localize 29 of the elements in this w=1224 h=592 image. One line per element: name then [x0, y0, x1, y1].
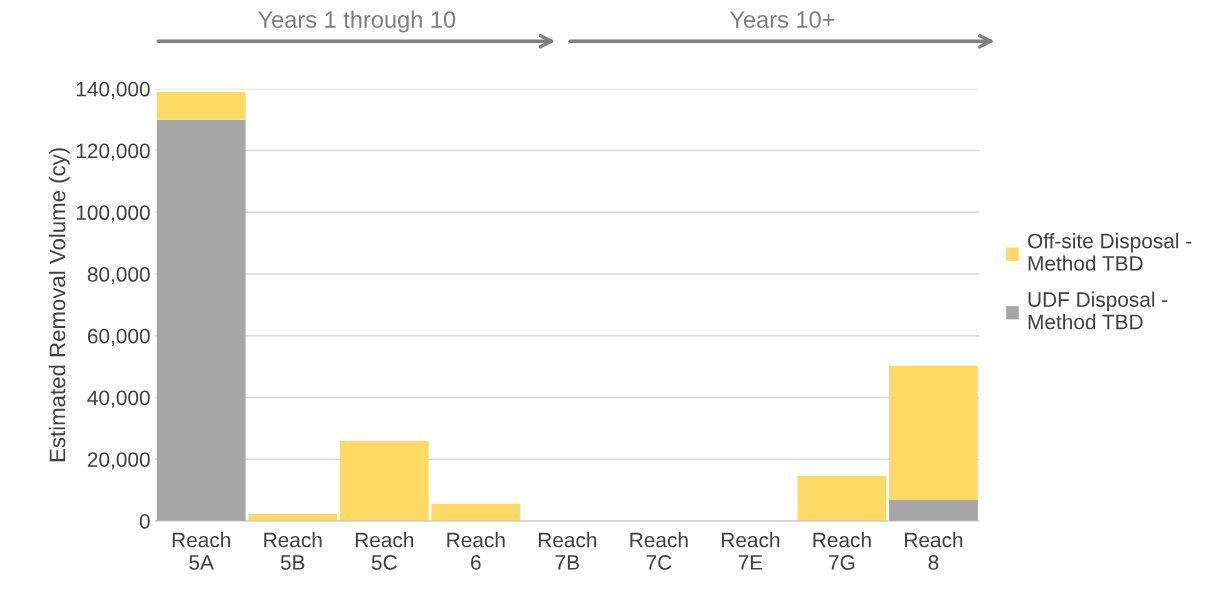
legend-label: Off-site Disposal - Method TBD [1028, 233, 1192, 271]
x-tick-label: Reach 7C [630, 532, 688, 570]
x-tick-label: Reach 7E [721, 532, 780, 570]
y-tick-label: 100,000 [76, 205, 150, 223]
x-tick-label: Reach 7B [538, 532, 597, 570]
x-tick-label: Reach 5B [264, 532, 322, 570]
x-tick-label: Reach 6 [447, 532, 505, 570]
x-tick-label: Reach 5C [355, 532, 414, 570]
bar [156, 91, 246, 120]
y-tick-label: 40,000 [87, 390, 150, 408]
bar [889, 499, 978, 521]
bar [339, 440, 429, 521]
y-tick-label: 60,000 [87, 328, 150, 346]
y-axis-title: Estimated Removal Volume (cy) [49, 148, 70, 462]
legend-label: UDF Disposal - Method TBD [1028, 291, 1168, 330]
y-tick-label: 0 [139, 513, 150, 529]
x-tick-label: Reach 5A [172, 532, 230, 570]
text: Years 10+ [729, 11, 835, 28]
text: Years 1 through 10 [258, 10, 456, 33]
x-tick-label: Reach 7G [813, 532, 871, 570]
bar [889, 365, 978, 500]
bar [431, 503, 521, 521]
bar [797, 475, 887, 521]
y-tick-label: 80,000 [87, 267, 150, 285]
x-tick-label: Reach 8 [905, 532, 963, 570]
y-tick-label: 120,000 [76, 143, 150, 161]
bar [156, 119, 246, 521]
y-tick-label: 20,000 [87, 452, 150, 470]
y-tick-label: 140,000 [76, 81, 150, 100]
